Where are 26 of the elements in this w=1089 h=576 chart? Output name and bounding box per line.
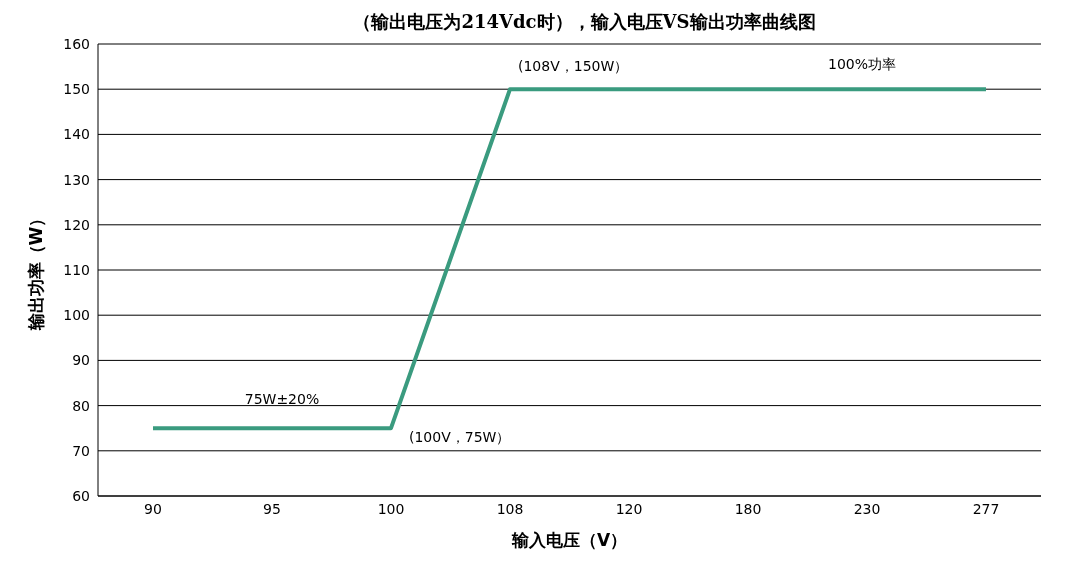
annotation: 100%功率 [828, 56, 897, 74]
y-tick-label: 130 [63, 171, 90, 188]
x-tick-label: 230 [853, 500, 881, 517]
annotation: (100V，75W） [409, 429, 511, 446]
x-tick-label: 120 [615, 500, 643, 517]
y-axis-title: 输出功率（W） [26, 209, 47, 332]
y-tick-label: 160 [63, 35, 90, 52]
y-tick-label: 150 [63, 81, 90, 98]
chart-title: （输出电压为214Vdc时），输入电压VS输出功率曲线图 [352, 10, 817, 34]
y-tick-label: 100 [63, 307, 90, 324]
y-tick-label: 110 [63, 261, 90, 278]
x-tick-label: 90 [144, 500, 162, 517]
x-tick-label: 100 [377, 500, 405, 517]
y-tick-label: 120 [63, 216, 90, 233]
x-tick-label: 277 [972, 500, 1000, 517]
y-tick-label: 60 [72, 487, 90, 504]
y-tick-label: 70 [72, 442, 90, 459]
x-tick-label: 180 [734, 500, 762, 517]
annotation: (108V，150W） [518, 58, 629, 75]
y-tick-label: 140 [63, 126, 90, 143]
x-tick-label: 95 [263, 500, 281, 517]
y-tick-label: 80 [72, 397, 90, 414]
y-tick-label: 90 [72, 352, 90, 369]
x-axis-title: 输入电压（V） [510, 530, 628, 550]
annotation: 75W±20% [244, 391, 320, 408]
x-tick-label: 108 [496, 500, 524, 517]
